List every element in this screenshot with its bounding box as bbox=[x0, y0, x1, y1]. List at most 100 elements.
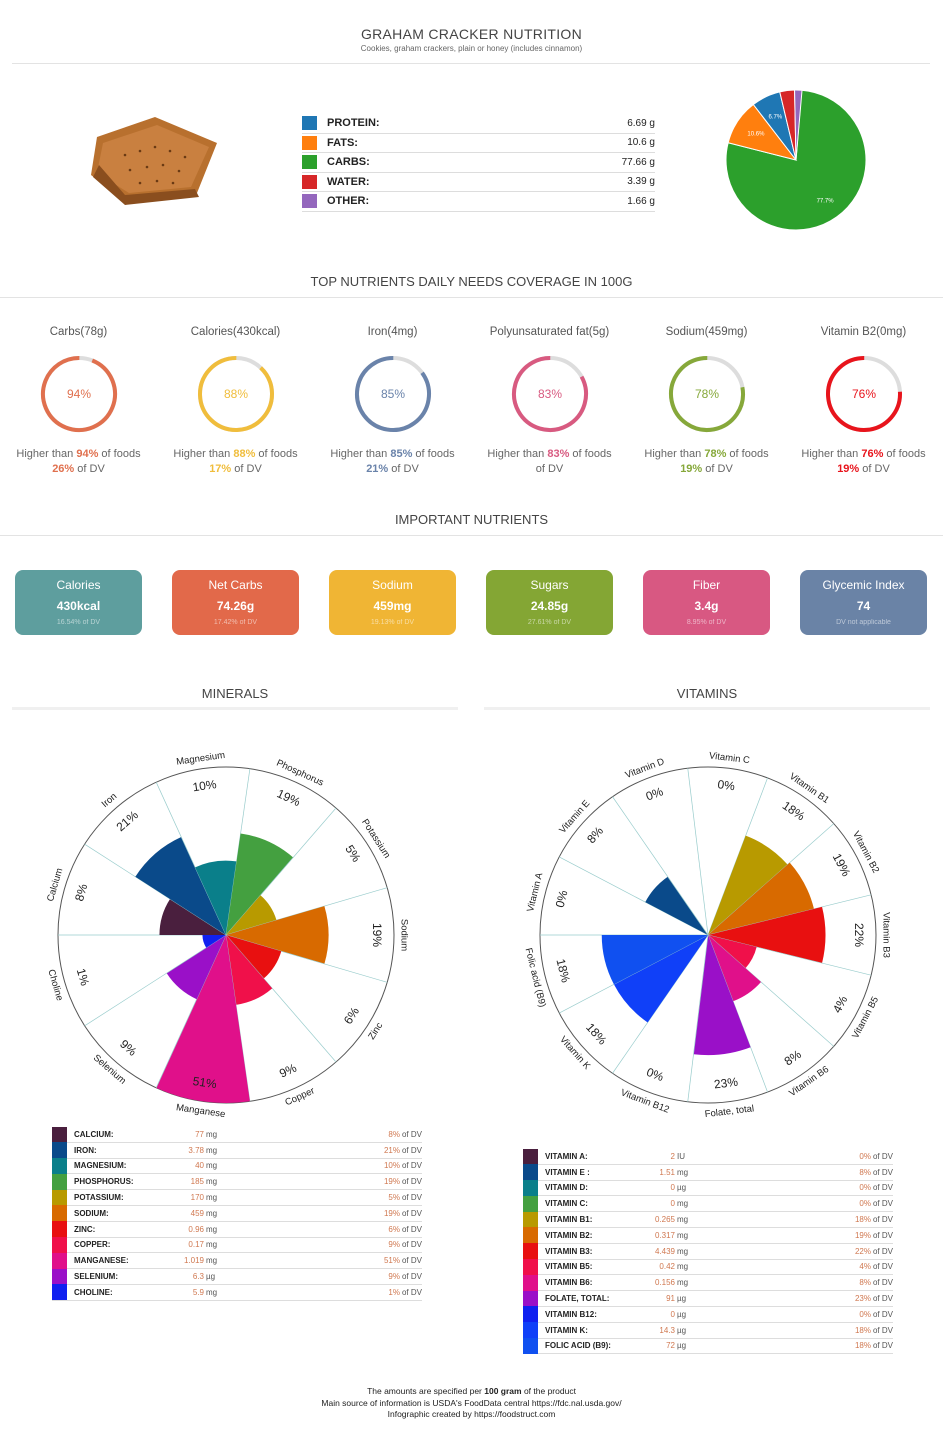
coverage-ring: 78% bbox=[668, 356, 745, 432]
polar-gridline bbox=[225, 768, 251, 936]
nutrient-dv: 19% of DV bbox=[244, 1177, 422, 1186]
higher-percent: 78% bbox=[704, 448, 727, 460]
nutrient-dv: 21% of DV bbox=[244, 1146, 422, 1155]
nutrient-unit: µg bbox=[677, 1325, 687, 1335]
text: of DV bbox=[702, 463, 733, 475]
divider bbox=[12, 707, 458, 710]
dv-text: 26% of DV bbox=[0, 463, 157, 475]
polar-percent: 19% bbox=[370, 923, 384, 947]
footer-line-3: Infographic created by https://foodstruc… bbox=[387, 1409, 556, 1419]
coverage-label: Sodium(459mg) bbox=[665, 326, 748, 338]
dv-suffix: of DV bbox=[872, 1215, 893, 1225]
higher-than-text: Higher than 83% of foods bbox=[471, 448, 628, 460]
coverage-percent: 83% bbox=[537, 387, 561, 401]
polar-wedge-vitamin-b5 bbox=[708, 935, 757, 969]
coverage-ring: 94% bbox=[40, 356, 117, 432]
card-dv: 16.54% of DV bbox=[56, 619, 101, 626]
polar-percent: 9% bbox=[277, 1061, 299, 1081]
polar-gridline bbox=[225, 934, 388, 983]
coverage-title: TOP NUTRIENTS DAILY NEEDS COVERAGE IN 10… bbox=[310, 274, 633, 289]
nutrient-name: FOLATE, TOTAL: bbox=[545, 1294, 610, 1304]
higher-percent: 94% bbox=[76, 448, 99, 460]
text: of DV bbox=[74, 463, 105, 475]
polar-wedge-magnesium bbox=[195, 860, 237, 935]
higher-than-text: Higher than 94% of foods bbox=[0, 448, 157, 460]
nutrient-amount: 1.019 bbox=[183, 1256, 204, 1266]
nutrient-name: IRON: bbox=[74, 1145, 97, 1155]
nutrient-unit: mg bbox=[206, 1208, 218, 1218]
polar-wedge-vitamin-k bbox=[613, 935, 708, 1023]
higher-than-text: Higher than 78% of foods bbox=[628, 448, 785, 460]
higher-percent: 85% bbox=[390, 448, 413, 460]
nutrient-card: Fiber 3.4g 8.95% of DV bbox=[643, 570, 770, 635]
nutrient-amount: 0.17 bbox=[188, 1240, 204, 1250]
dv-percent: 0% bbox=[859, 1151, 871, 1161]
nutrient-name: SELENIUM: bbox=[74, 1272, 118, 1282]
polar-wedge-vitamin-b2 bbox=[708, 862, 814, 935]
pie-label: 6.7% bbox=[769, 115, 783, 121]
coverage-item: Sodium(459mg) 78% Higher than 78% of foods… bbox=[628, 326, 785, 475]
polar-percent: 4% bbox=[830, 993, 851, 1015]
nutrient-unit: mg bbox=[206, 1177, 218, 1187]
dv-percent: 19% bbox=[680, 463, 703, 475]
card-label: Sodium bbox=[372, 578, 413, 592]
nutrient-name: VITAMIN E : bbox=[545, 1167, 590, 1177]
dv-percent: 8% bbox=[388, 1129, 400, 1139]
macro-name: PROTEIN: bbox=[327, 117, 380, 130]
card-value: 430kcal bbox=[56, 599, 101, 613]
nutrient-unit: mg bbox=[677, 1278, 689, 1288]
dv-percent: 21% bbox=[366, 463, 389, 475]
polar-percent: 0% bbox=[717, 777, 736, 793]
polar-wedge-zinc bbox=[226, 935, 282, 979]
color-swatch bbox=[52, 1158, 67, 1174]
polar-wedge-vitamin-b3 bbox=[708, 906, 826, 964]
dv-suffix: of DV bbox=[872, 1309, 893, 1319]
nutrient-dv: 8% of DV bbox=[244, 1130, 422, 1139]
nutrient-dv: 4% of DV bbox=[715, 1262, 893, 1271]
nutrient-row: VITAMIN B6: 0.156 mg 8% of DV bbox=[523, 1274, 893, 1292]
macro-value: 77.66 g bbox=[621, 156, 655, 168]
dv-percent: 10% bbox=[383, 1161, 400, 1171]
nutrient-dv: 5% of DV bbox=[244, 1193, 422, 1202]
color-swatch bbox=[302, 174, 317, 189]
polar-gridline bbox=[612, 934, 709, 1074]
dv-suffix: of DV bbox=[872, 1151, 893, 1161]
higher-percent: 88% bbox=[233, 448, 256, 460]
macro-row: PROTEIN: 6.69 g bbox=[302, 114, 655, 134]
dv-suffix: of DV bbox=[401, 1272, 422, 1282]
nutrient-unit: mg bbox=[677, 1246, 689, 1256]
macro-name: CARBS: bbox=[327, 156, 370, 169]
nutrient-name: VITAMIN B2: bbox=[545, 1230, 593, 1240]
polar-wedge-choline bbox=[202, 935, 226, 948]
coverage-item: Iron(4mg) 85% Higher than 85% of foods 21% … bbox=[314, 326, 471, 475]
coverage-label: Calories(430kcal) bbox=[190, 326, 281, 338]
polar-wedge-potassium bbox=[226, 895, 277, 935]
card-label: Fiber bbox=[692, 578, 721, 592]
dv-percent: 0% bbox=[859, 1183, 871, 1193]
dv-suffix: of DV bbox=[872, 1183, 893, 1193]
polar-percent: 8% bbox=[584, 824, 606, 847]
dv-suffix: of DV bbox=[872, 1294, 893, 1304]
macro-pie-chart: 77.7% 10.6% 6.7% bbox=[725, 89, 867, 231]
dv-suffix: of DV bbox=[401, 1145, 422, 1155]
coverage-item: Carbs(78g) 94% Higher than 94% of foods 26%… bbox=[0, 326, 157, 475]
nutrient-name: ZINC: bbox=[74, 1224, 96, 1234]
color-swatch bbox=[52, 1205, 67, 1222]
nutrient-dv: 18% of DV bbox=[715, 1326, 893, 1335]
polar-label: Vitamin C bbox=[708, 750, 750, 766]
polar-label: Copper bbox=[283, 1085, 316, 1108]
polar-label: Vitamin D bbox=[624, 756, 666, 781]
nutrient-dv: 22% of DV bbox=[715, 1247, 893, 1256]
coverage-ring: 88% bbox=[197, 355, 274, 432]
coverage-ring: 85% bbox=[354, 356, 431, 432]
polar-label: Vitamin B3 bbox=[880, 912, 891, 958]
dv-percent: 0% bbox=[859, 1199, 871, 1209]
card-dv: 17.42% of DV bbox=[213, 619, 258, 626]
color-swatch bbox=[523, 1259, 538, 1275]
nutrient-dv: 19% of DV bbox=[244, 1209, 422, 1218]
polar-percent: 19% bbox=[275, 786, 303, 809]
dv-suffix: of DV bbox=[872, 1167, 893, 1177]
polar-gridline bbox=[225, 807, 337, 936]
color-swatch bbox=[52, 1284, 67, 1301]
macro-value: 6.69 g bbox=[627, 117, 655, 129]
